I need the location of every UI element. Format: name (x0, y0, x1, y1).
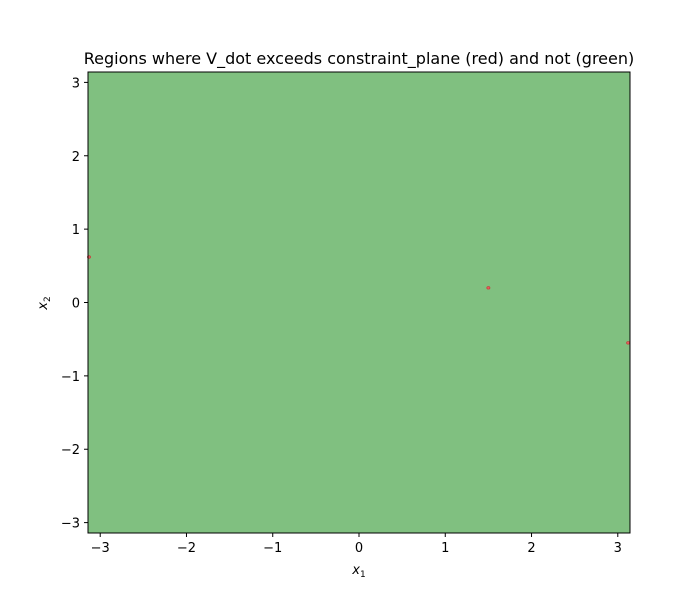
x-axis-label: x1 (351, 563, 365, 580)
green-region (88, 72, 630, 533)
y-axis-ticks: −3 −2 −1 0 1 2 3 (61, 76, 88, 532)
y-tick-label: 2 (72, 150, 80, 165)
chart-title: Regions where V_dot exceeds constraint_p… (84, 49, 635, 69)
x-axis-label-subscript: 1 (360, 570, 366, 580)
x-tick-label: −1 (263, 541, 282, 556)
y-tick-label: 0 (72, 297, 80, 312)
y-axis-label-subscript: 2 (43, 296, 53, 302)
x-tick-label: 1 (441, 541, 449, 556)
y-tick-label: 1 (72, 223, 80, 238)
x-axis-label-base: x (351, 563, 360, 578)
y-axis-label-base: x (36, 302, 51, 311)
red-region-2 (626, 341, 631, 345)
x-tick-label: 0 (355, 541, 363, 556)
y-tick-label: 3 (72, 76, 80, 91)
x-tick-label: 2 (527, 541, 535, 556)
x-tick-label: 3 (614, 541, 622, 556)
x-tick-label: −2 (177, 541, 196, 556)
y-tick-label: −2 (61, 443, 80, 458)
x-axis-ticks: −3 −2 −1 0 1 2 3 (91, 533, 622, 556)
x-tick-label: −3 (91, 541, 110, 556)
y-tick-label: −1 (61, 370, 80, 385)
y-tick-label: −3 (61, 517, 80, 532)
red-region-1 (486, 286, 491, 290)
y-axis-label: x2 (36, 296, 53, 310)
